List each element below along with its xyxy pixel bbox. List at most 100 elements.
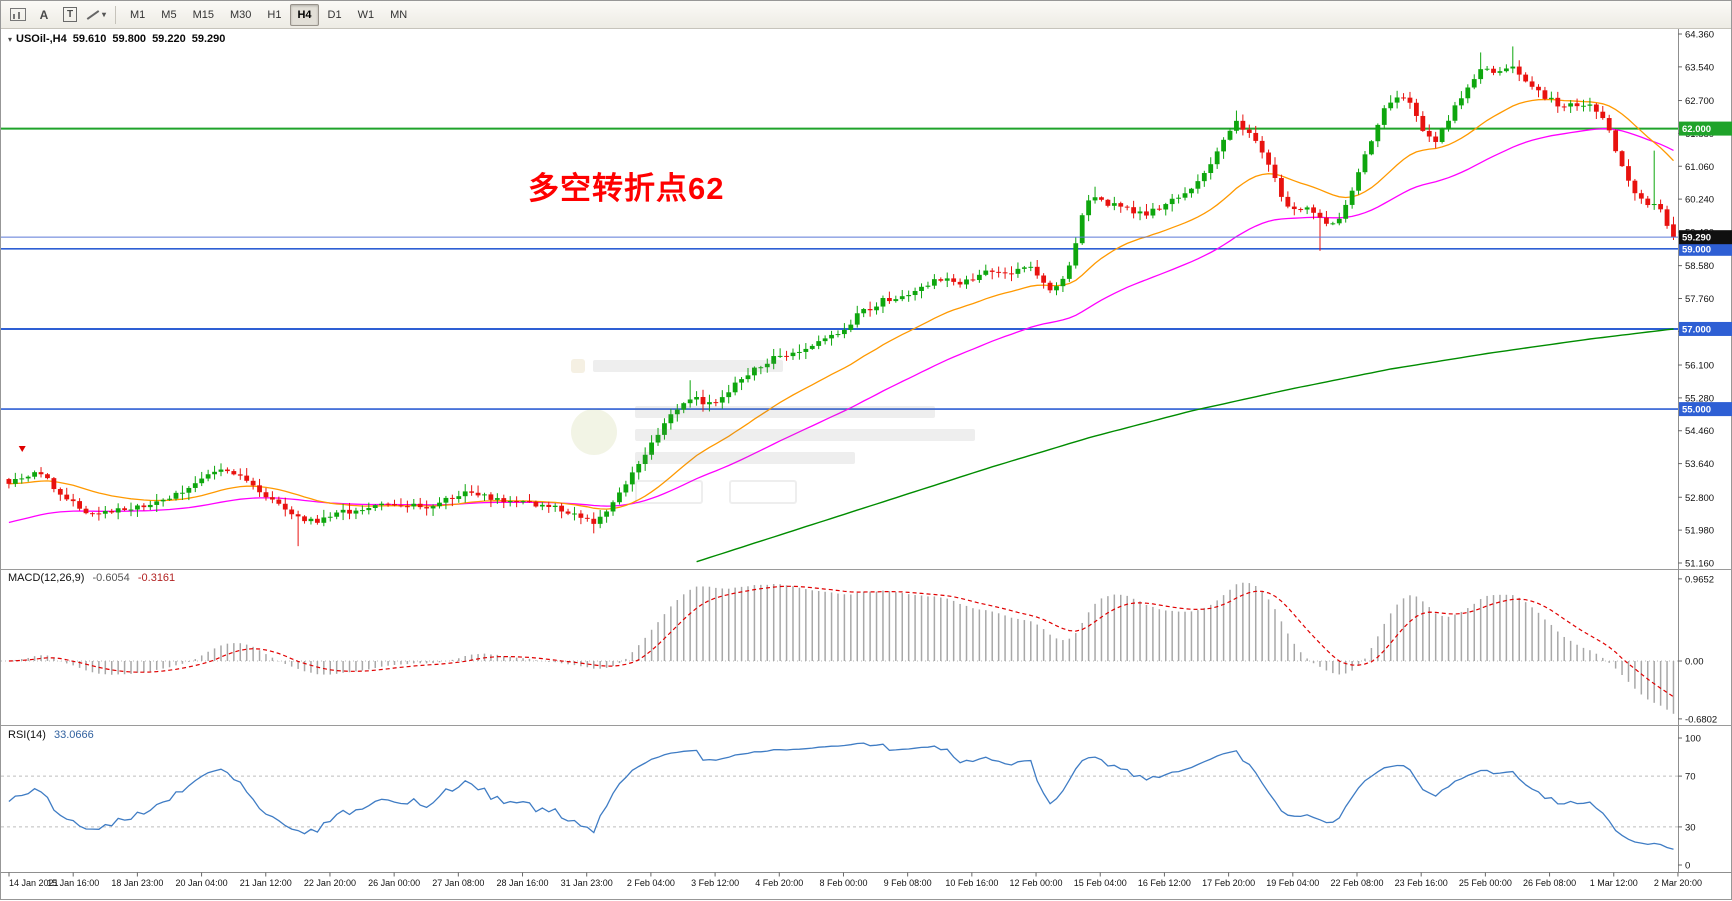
svg-text:1 Mar 12:00: 1 Mar 12:00: [1590, 878, 1638, 888]
trendline-icon: [86, 8, 100, 21]
text-annotation-button[interactable]: A: [39, 7, 49, 22]
svg-text:63.540: 63.540: [1685, 62, 1714, 73]
chevron-down-icon: ▾: [101, 10, 106, 19]
open-value: 59.610: [72, 33, 107, 45]
svg-text:56.100: 56.100: [1685, 361, 1714, 372]
annotation-text: 多空转折点62: [528, 171, 725, 206]
svg-text:51.160: 51.160: [1685, 558, 1714, 569]
high-value: 59.800: [112, 33, 147, 45]
svg-text:59.290: 59.290: [1682, 233, 1711, 244]
toolbar: A T ▾ M1 M5 M15 M30 H1 H4 D1 W1 MN: [1, 1, 1731, 29]
svg-text:15 Jan 16:00: 15 Jan 16:00: [47, 878, 99, 888]
draw-tools-button[interactable]: ▾: [84, 3, 108, 26]
svg-text:100: 100: [1685, 734, 1701, 745]
symbol-name: USOil-,H4: [16, 33, 67, 45]
low-value: 59.220: [152, 33, 186, 45]
svg-text:10 Feb 16:00: 10 Feb 16:00: [945, 878, 998, 888]
sell-arrow-icon: [18, 445, 26, 452]
svg-text:15 Feb 04:00: 15 Feb 04:00: [1074, 878, 1127, 888]
svg-text:4 Feb 20:00: 4 Feb 20:00: [755, 878, 803, 888]
price-chart-canvas[interactable]: 64.36063.54062.70061.88061.06060.24059.4…: [1, 29, 1732, 901]
svg-text:55.000: 55.000: [1682, 405, 1711, 416]
rsi-line: [8, 742, 1674, 850]
chart-title: ▾ USOil-,H4 59.610 59.800 59.220 59.290: [8, 33, 225, 45]
toolbar-separator: [115, 5, 116, 24]
chart-window-button[interactable]: [6, 3, 30, 26]
svg-text:59.000: 59.000: [1682, 244, 1711, 255]
price-tag: [1679, 321, 1732, 336]
svg-text:25 Feb 00:00: 25 Feb 00:00: [1459, 878, 1512, 888]
price-scale[interactable]: 64.36063.54062.70061.88061.06060.24059.4…: [1678, 30, 1732, 570]
bar-chart-icon: [10, 8, 26, 21]
svg-text:26 Feb 08:00: 26 Feb 08:00: [1523, 878, 1576, 888]
svg-text:60.240: 60.240: [1685, 195, 1714, 206]
timeframe-mn-button[interactable]: MN: [390, 8, 408, 21]
svg-text:0: 0: [1685, 861, 1690, 872]
rsi-value: 33.0666: [53, 729, 94, 741]
svg-text:26 Jan 00:00: 26 Jan 00:00: [368, 878, 420, 888]
svg-text:53.640: 53.640: [1685, 459, 1714, 470]
timeframe-m15-button[interactable]: M15: [192, 8, 214, 21]
svg-text:0.9652: 0.9652: [1685, 574, 1714, 585]
price-tag: [1679, 121, 1732, 136]
main-plot: [1, 46, 1678, 563]
svg-text:51.980: 51.980: [1685, 526, 1714, 537]
svg-text:23 Feb 16:00: 23 Feb 16:00: [1395, 878, 1448, 888]
macd-name: MACD(12,26,9): [8, 572, 85, 584]
rsi-name: RSI(14): [8, 729, 46, 741]
price-tag: [1679, 402, 1732, 417]
timeframe-m30-button[interactable]: M30: [229, 8, 252, 21]
text-label-button[interactable]: T: [58, 3, 82, 26]
svg-text:22 Feb 08:00: 22 Feb 08:00: [1330, 878, 1383, 888]
boxed-t-icon: T: [62, 7, 78, 22]
svg-text:17 Feb 20:00: 17 Feb 20:00: [1202, 878, 1255, 888]
svg-text:54.460: 54.460: [1685, 426, 1714, 437]
timeframe-d1-button[interactable]: D1: [327, 8, 342, 21]
svg-text:8 Feb 00:00: 8 Feb 00:00: [819, 878, 867, 888]
ma-fast-line: [8, 98, 1674, 510]
rsi-plot: [1, 742, 1678, 850]
svg-text:52.800: 52.800: [1685, 493, 1714, 504]
svg-text:21 Jan 12:00: 21 Jan 12:00: [240, 878, 292, 888]
macd-signal-line: [8, 585, 1674, 698]
price-tag: [1679, 241, 1732, 256]
svg-text:19 Feb 04:00: 19 Feb 04:00: [1266, 878, 1319, 888]
svg-text:55.280: 55.280: [1685, 393, 1714, 404]
timeframe-m1-button[interactable]: M1: [130, 8, 146, 21]
timeframe-m5-button[interactable]: M5: [161, 8, 177, 21]
svg-text:16 Feb 12:00: 16 Feb 12:00: [1138, 878, 1191, 888]
svg-text:64.360: 64.360: [1685, 30, 1714, 41]
svg-text:62.700: 62.700: [1685, 96, 1714, 107]
timeframe-h4-button[interactable]: H4: [290, 3, 319, 26]
macd-main-value: -0.6054: [92, 572, 130, 584]
close-value: 59.290: [191, 33, 226, 45]
svg-text:61.060: 61.060: [1685, 162, 1714, 173]
svg-text:57.000: 57.000: [1682, 324, 1711, 335]
svg-text:2 Mar 20:00: 2 Mar 20:00: [1654, 878, 1702, 888]
svg-text:62.000: 62.000: [1682, 124, 1711, 135]
svg-text:27 Jan 08:00: 27 Jan 08:00: [432, 878, 484, 888]
rsi-label: RSI(14) 33.0666: [8, 729, 99, 741]
timeframe-h1-button[interactable]: H1: [267, 8, 282, 21]
candles: [6, 46, 1676, 547]
svg-text:58.580: 58.580: [1685, 261, 1714, 272]
svg-text:30: 30: [1685, 822, 1696, 833]
svg-text:9 Feb 08:00: 9 Feb 08:00: [884, 878, 932, 888]
macd-plot: [1, 582, 1678, 714]
macd-label: MACD(12,26,9) -0.6054 -0.3161: [8, 572, 180, 584]
svg-text:12 Feb 00:00: 12 Feb 00:00: [1010, 878, 1063, 888]
svg-text:28 Jan 16:00: 28 Jan 16:00: [496, 878, 548, 888]
svg-text:14 Jan 2021: 14 Jan 2021: [9, 878, 59, 888]
svg-text:3 Feb 12:00: 3 Feb 12:00: [691, 878, 739, 888]
timeframe-w1-button[interactable]: W1: [357, 8, 375, 21]
ma-mid-line: [8, 128, 1674, 524]
price-tag: [1679, 230, 1732, 245]
symbol-marker-icon: ▾: [8, 34, 13, 44]
svg-text:2 Feb 04:00: 2 Feb 04:00: [627, 878, 675, 888]
svg-text:22 Jan 20:00: 22 Jan 20:00: [304, 878, 356, 888]
svg-text:20 Jan 04:00: 20 Jan 04:00: [176, 878, 228, 888]
macd-signal-value: -0.3161: [137, 572, 176, 584]
svg-text:0.00: 0.00: [1685, 657, 1704, 668]
